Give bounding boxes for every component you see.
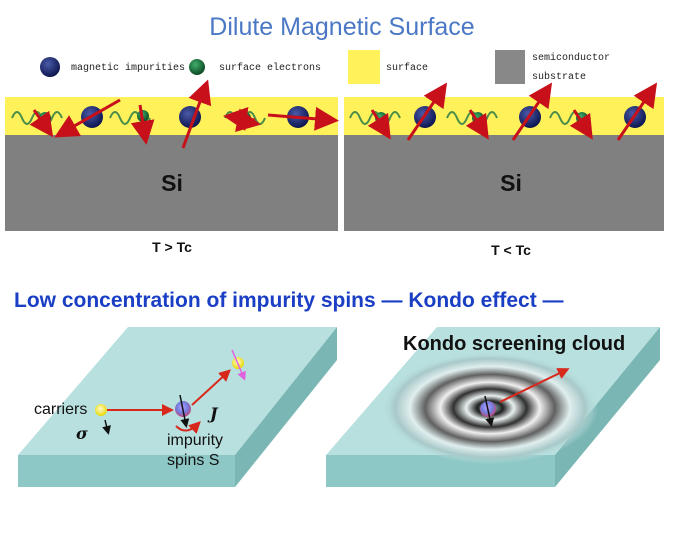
legend-semiconductor-line1: semiconductor <box>532 52 610 64</box>
legend-surface: surface <box>386 62 428 74</box>
substrate-label-left: Si <box>161 170 183 196</box>
spin-arrows-right <box>367 82 658 141</box>
legend-surface-electrons: surface electrons <box>219 62 321 74</box>
temperature-condition-right: T < Tc <box>491 242 531 258</box>
surface-layer-right <box>344 97 664 135</box>
spin-arrows-left <box>29 79 339 149</box>
surface-electron-legend-icon <box>189 59 205 75</box>
panel-left: Si T > Tc <box>5 79 339 255</box>
legend-semiconductor-line2: substrate <box>532 71 586 83</box>
coupling-j-symbol: J <box>207 404 219 423</box>
diagram-title: Dilute Magnetic Surface <box>209 13 474 41</box>
sigma-symbol: σ <box>76 424 88 443</box>
slab-side-left <box>235 327 337 487</box>
kondo-cloud-label: Kondo screening cloud <box>403 333 625 355</box>
impurity-label-line1: impurity <box>167 432 223 449</box>
slab-front-left <box>18 455 235 487</box>
magnetic-impurity-legend-icon <box>40 57 60 77</box>
temperature-condition-left: T > Tc <box>152 239 192 255</box>
impurity-label-line2: spins S <box>167 452 219 469</box>
substrate-label-right: Si <box>500 170 522 196</box>
legend-magnetic-impurities: magnetic impurities <box>71 62 185 74</box>
substrate-left <box>5 135 338 231</box>
slab-top-left <box>18 327 337 455</box>
surface-legend-swatch <box>348 50 380 84</box>
legend: magnetic impurities surface electrons su… <box>40 50 610 84</box>
carriers-label: carriers <box>34 401 87 418</box>
panel-right: Si T < Tc <box>344 82 664 258</box>
carrier-scattering-slab: carriers σ J impurity spins S <box>18 327 337 487</box>
substrate-right <box>344 135 664 231</box>
kondo-section-heading: Low concentration of impurity spins — Ko… <box>14 289 564 312</box>
slab-side-right <box>555 327 660 487</box>
carrier-sphere <box>95 404 107 416</box>
substrate-legend-swatch <box>495 50 525 84</box>
kondo-cloud-slab: Kondo screening cloud <box>326 327 660 487</box>
